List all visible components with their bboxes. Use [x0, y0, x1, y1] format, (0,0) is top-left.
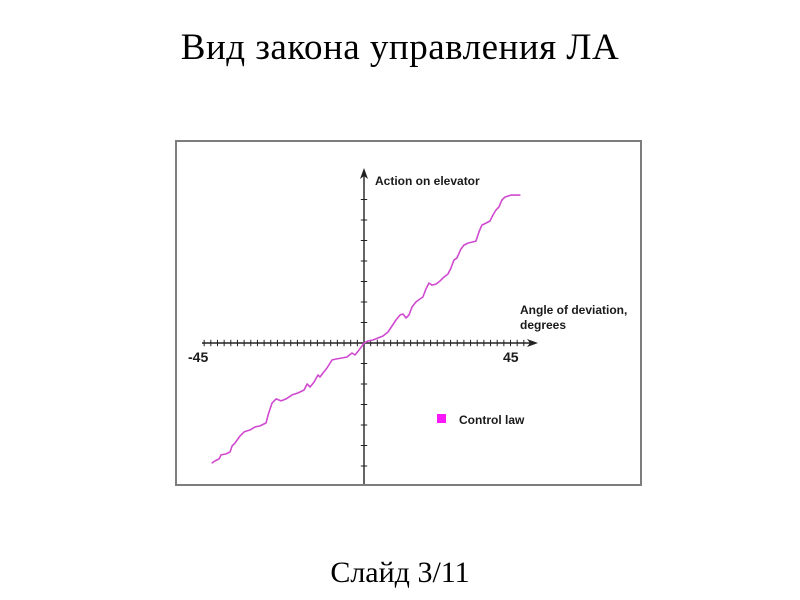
y-axis-label: Action on elevator: [375, 174, 480, 188]
slide-title: Вид закона управления ЛА: [180, 27, 620, 68]
control-law-figure: Action on elevator Angle of deviation, d…: [175, 140, 642, 486]
slide-number: Слайд 3/11: [330, 556, 470, 589]
y-axis-ticks: [360, 199, 368, 467]
control-law-curve: [211, 194, 521, 464]
legend-label: Control law: [459, 413, 525, 427]
legend: Control law: [437, 413, 525, 427]
legend-marker-icon: [437, 414, 446, 423]
control-law-chart: Action on elevator Angle of deviation, d…: [188, 168, 627, 484]
x-axis-arrow-icon: [527, 339, 538, 347]
y-axis-arrow-icon: [360, 168, 368, 179]
x-min-tick-label: -45: [188, 349, 208, 365]
x-axis-label-line1: Angle of deviation,: [520, 303, 627, 317]
x-axis-ticks: [203, 339, 525, 347]
x-max-tick-label: 45: [503, 349, 519, 365]
x-axis-label-line2: degrees: [520, 318, 566, 332]
